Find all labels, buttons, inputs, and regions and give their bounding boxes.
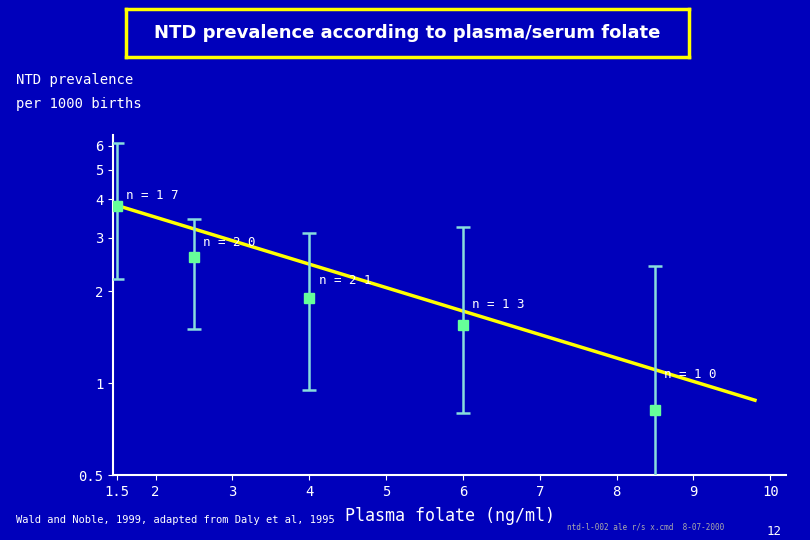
- Text: ntd-l-002 ale r/s x.cmd  8-07-2000: ntd-l-002 ale r/s x.cmd 8-07-2000: [567, 522, 724, 531]
- Text: NTD prevalence: NTD prevalence: [16, 73, 134, 87]
- Text: Wald and Noble, 1999, adapted from Daly et al, 1995: Wald and Noble, 1999, adapted from Daly …: [16, 515, 335, 525]
- X-axis label: Plasma folate (ng/ml): Plasma folate (ng/ml): [344, 507, 555, 525]
- Text: n = 1 7: n = 1 7: [126, 189, 179, 202]
- Text: 12: 12: [766, 524, 782, 538]
- Text: n = 2 1: n = 2 1: [318, 274, 371, 287]
- Text: n = 2 0: n = 2 0: [203, 236, 256, 249]
- Text: NTD prevalence according to plasma/serum folate: NTD prevalence according to plasma/serum…: [154, 24, 660, 42]
- Text: n = 1 0: n = 1 0: [664, 368, 717, 381]
- Text: n = 1 3: n = 1 3: [472, 298, 525, 310]
- Text: per 1000 births: per 1000 births: [16, 97, 142, 111]
